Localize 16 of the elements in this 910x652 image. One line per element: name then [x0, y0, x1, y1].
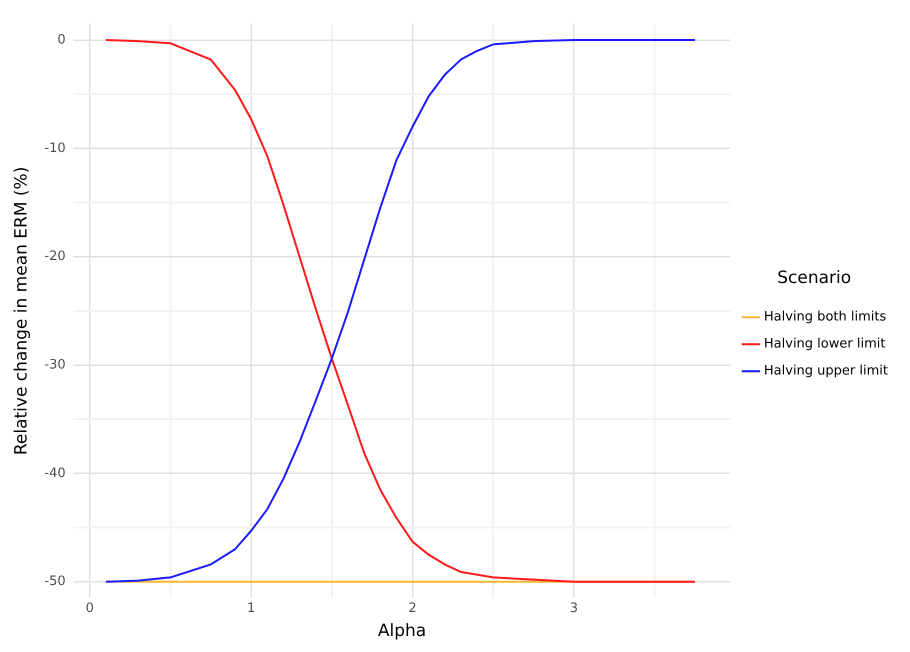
y-tick-label: -20 [44, 249, 66, 264]
y-tick-label: -10 [44, 140, 66, 156]
y-axis-title: Relative change in mean ERM (%) [12, 166, 32, 456]
legend-title: Scenario [777, 268, 852, 288]
y-tick-label: -50 [44, 574, 66, 590]
legend-label: Halving lower limit [764, 336, 886, 352]
y-tick-label: -40 [44, 466, 66, 481]
x-tick-label: 2 [408, 601, 417, 616]
y-tick-label: 0 [57, 32, 66, 48]
y-tick-label: -30 [44, 357, 66, 372]
legend-label: Halving upper limit [764, 364, 888, 379]
x-axis-title: Alpha [378, 621, 426, 642]
x-tick-label: 0 [86, 601, 94, 616]
legend-label: Halving both limits [764, 310, 886, 325]
x-tick-label: 1 [247, 601, 256, 616]
x-tick-label: 3 [570, 601, 578, 616]
